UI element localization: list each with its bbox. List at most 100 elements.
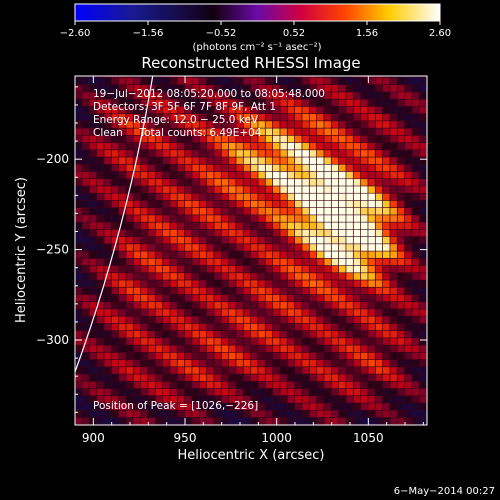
heatmap-cell	[119, 352, 126, 360]
heatmap-cell	[214, 92, 221, 99]
heatmap-cell	[280, 330, 287, 338]
heatmap-cell	[236, 323, 243, 331]
heatmap-cell	[287, 287, 295, 295]
heatmap-cell	[97, 222, 104, 230]
heatmap-cell	[419, 200, 427, 208]
heatmap-cell	[405, 193, 412, 201]
heatmap-cell	[236, 352, 243, 360]
heatmap-cell	[199, 280, 207, 287]
heatmap-cell	[170, 352, 177, 360]
heatmap-cell	[133, 244, 141, 251]
heatmap-cell	[280, 142, 287, 150]
heatmap-cell	[155, 309, 163, 316]
heatmap-cell	[177, 179, 185, 186]
heatmap-cell	[155, 76, 163, 78]
heatmap-cell	[97, 208, 104, 215]
heatmap-cell	[251, 179, 258, 186]
heatmap-cell	[368, 396, 375, 403]
heatmap-cell	[390, 99, 397, 107]
heatmap-cell	[111, 135, 119, 143]
heatmap-cell	[353, 77, 361, 85]
heatmap-cell	[383, 76, 390, 78]
y-tick-label: −300	[36, 333, 69, 347]
heatmap-cell	[339, 157, 346, 164]
heatmap-cell	[192, 222, 199, 230]
heatmap-cell	[346, 179, 353, 186]
heatmap-cell	[309, 417, 317, 425]
heatmap-cell	[383, 142, 390, 150]
heatmap-cell	[75, 417, 82, 425]
heatmap-cell	[412, 113, 419, 121]
heatmap-cell	[89, 410, 97, 418]
heatmap-cell	[126, 417, 133, 425]
heatmap-cell	[375, 287, 383, 295]
heatmap-cell	[405, 309, 412, 316]
heatmap-cell	[170, 251, 177, 259]
heatmap-cell	[287, 251, 295, 259]
heatmap-cell	[265, 316, 273, 324]
heatmap-cell	[295, 345, 302, 353]
heatmap-cell	[280, 294, 287, 302]
heatmap-cell	[126, 352, 133, 360]
heatmap-cell	[75, 121, 82, 128]
heatmap-cell	[236, 229, 243, 237]
heatmap-cell	[214, 265, 221, 273]
heatmap-cell	[280, 236, 287, 244]
heatmap-cell	[119, 236, 126, 244]
heatmap-cell	[383, 222, 390, 230]
heatmap-cell	[317, 208, 324, 215]
heatmap-cell	[383, 157, 390, 164]
heatmap-cell	[243, 294, 251, 302]
heatmap-cell	[133, 280, 141, 287]
heatmap-cell	[75, 215, 82, 222]
heatmap-cell	[148, 200, 155, 208]
heatmap-cell	[258, 396, 265, 403]
heatmap-cell	[405, 92, 412, 99]
heatmap-cell	[170, 280, 177, 287]
heatmap-cell	[346, 215, 353, 222]
heatmap-cell	[229, 85, 236, 92]
heatmap-cell	[258, 229, 265, 237]
heatmap-cell	[207, 208, 214, 215]
y-tick-label: −250	[36, 243, 69, 257]
heatmap-cell	[287, 316, 295, 324]
heatmap-cell	[405, 106, 412, 114]
heatmap-cell	[346, 193, 353, 201]
heatmap-cell	[397, 265, 405, 273]
heatmap-cell	[353, 294, 361, 302]
heatmap-cell	[273, 106, 280, 114]
heatmap-cell	[324, 236, 331, 244]
heatmap-cell	[390, 265, 397, 273]
heatmap-cell	[82, 77, 89, 85]
heatmap-cell	[104, 229, 111, 237]
heatmap-cell	[419, 287, 427, 295]
heatmap-cell	[368, 215, 375, 222]
heatmap-cell	[243, 316, 251, 324]
heatmap-cell	[207, 106, 214, 114]
heatmap-cell	[236, 302, 243, 309]
heatmap-cell	[97, 106, 104, 114]
heatmap-cell	[412, 302, 419, 309]
heatmap-cell	[324, 171, 331, 179]
heatmap-cell	[97, 229, 104, 237]
heatmap-cell	[339, 229, 346, 237]
heatmap-cell	[258, 193, 265, 201]
heatmap-cell	[251, 417, 258, 425]
heatmap-cell	[89, 388, 97, 396]
heatmap-cell	[339, 251, 346, 259]
heatmap-cell	[361, 244, 368, 251]
heatmap-cell	[412, 280, 419, 287]
heatmap-cell	[185, 410, 192, 418]
heatmap-cell	[185, 287, 192, 295]
heatmap-cell	[375, 171, 383, 179]
heatmap-cell	[214, 236, 221, 244]
heatmap-cell	[273, 374, 280, 381]
heatmap-cell	[97, 309, 104, 316]
heatmap-cell	[251, 330, 258, 338]
heatmap-cell	[317, 417, 324, 425]
heatmap-cell	[295, 294, 302, 302]
heatmap-cell	[346, 157, 353, 164]
heatmap-cell	[111, 352, 119, 360]
heatmap-cell	[126, 251, 133, 259]
